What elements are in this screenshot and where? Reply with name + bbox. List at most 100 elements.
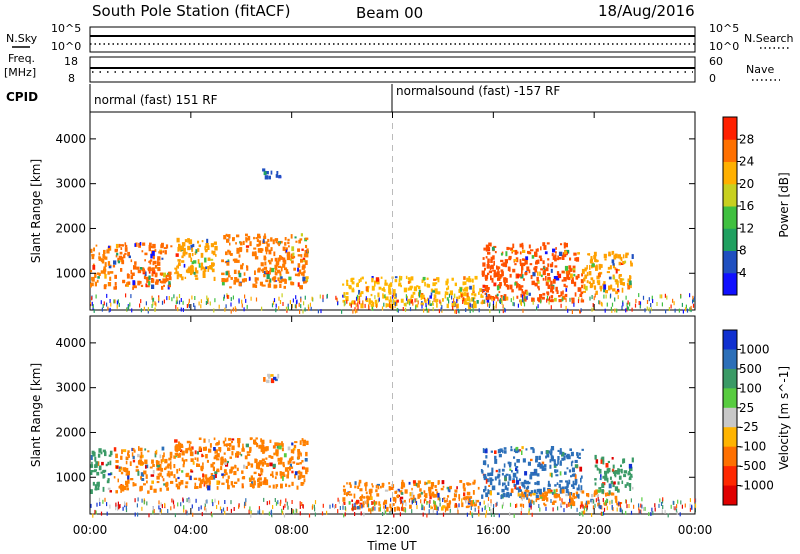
velocity-echo-cell: [209, 443, 212, 448]
power-clutter-cell: [693, 298, 695, 302]
power-clutter-cell: [481, 300, 483, 305]
time-tick-label: 04:00: [174, 523, 209, 537]
power-echo-cell: [136, 266, 140, 270]
velocity-echo-cell: [386, 506, 389, 512]
power-echo-cell: [263, 266, 268, 270]
power-echo-cell: [297, 248, 300, 252]
power-clutter-cell: [406, 296, 408, 301]
velocity-echo-cell: [466, 491, 471, 496]
velocity-echo-cell: [284, 467, 289, 472]
velocity-clutter-cell: [408, 498, 411, 503]
velocity-clutter-cell: [426, 500, 428, 505]
power-echo-cell: [191, 261, 194, 265]
power-echo-cell: [350, 278, 354, 283]
power-echo-cell: [211, 262, 215, 267]
velocity-echo-cell: [255, 437, 258, 440]
power-echo-cell: [283, 285, 286, 289]
velocity-echo-cell: [116, 465, 119, 469]
velocity-echo-cell: [218, 440, 220, 444]
velocity-echo-cell: [264, 479, 269, 484]
power-clutter-cell: [565, 298, 567, 303]
velocity-echo-cell: [504, 485, 507, 490]
power-clutter-cell: [493, 305, 495, 310]
power-echo-cell: [380, 276, 383, 279]
velocity-echo-cell: [411, 491, 414, 497]
velocity-echo-cell: [381, 482, 385, 488]
power-echo-cell: [555, 286, 558, 292]
power-colorbar-tick-label: 12: [739, 221, 754, 235]
velocity-clutter-cell: [689, 498, 691, 503]
velocity-echo-cell: [629, 486, 632, 491]
velocity-clutter-cell: [520, 507, 523, 512]
power-echo-cell: [284, 279, 287, 284]
velocity-clutter-cell: [689, 503, 691, 508]
power-echo-cell: [297, 282, 300, 287]
power-clutter-cell: [281, 293, 283, 298]
velocity-echo-cell: [149, 466, 153, 469]
velocity-echo-cell: [553, 460, 556, 463]
power-colorbar-label: Power [dB]: [777, 172, 791, 237]
velocity-clutter-cell: [611, 499, 613, 504]
power-echo-cell: [284, 242, 287, 246]
velocity-echo-cell: [551, 491, 555, 495]
velocity-echo-cell: [287, 460, 290, 465]
velocity-clutter-cell: [625, 510, 627, 515]
velocity-clutter-cell: [371, 501, 373, 505]
velocity-echo-cell: [413, 494, 415, 499]
velocity-clutter-cell: [177, 502, 179, 507]
power-clutter-cell: [548, 300, 550, 305]
power-colorbar-segment: [723, 272, 737, 296]
velocity-echo-cell: [120, 466, 123, 469]
velocity-echo-cell: [442, 485, 445, 488]
power-echo-cell: [534, 268, 538, 273]
velocity-clutter-cell: [677, 499, 679, 504]
power-echo-cell: [90, 282, 94, 287]
power-echo-cell: [603, 284, 607, 290]
power-echo-cell: [575, 275, 578, 280]
power-echo-cell: [115, 254, 118, 258]
power-clutter-cell: [674, 308, 676, 313]
velocity-clutter-cell: [287, 505, 289, 510]
power-clutter-cell: [405, 294, 407, 299]
velocity-echo-cell: [448, 503, 451, 509]
velocity-echo-cell: [98, 465, 102, 471]
velocity-echo-cell: [484, 474, 487, 479]
power-echo-cell: [471, 293, 474, 296]
velocity-clutter-cell: [483, 500, 485, 505]
power-echo-cell: [568, 265, 572, 269]
velocity-echo-cell: [559, 489, 563, 494]
power-echo-cell: [610, 284, 613, 290]
velocity-echo-cell: [533, 472, 538, 476]
power-echo-cell: [262, 168, 266, 172]
velocity-echo-cell: [213, 456, 218, 460]
velocity-clutter-cell: [92, 513, 94, 518]
velocity-echo-cell: [196, 463, 199, 467]
velocity-echo-cell: [95, 487, 98, 491]
velocity-clutter-cell: [195, 498, 197, 503]
velocity-echo-cell: [287, 470, 290, 475]
velocity-colorbar-segment: [723, 446, 737, 467]
power-echo-cell: [551, 253, 554, 257]
power-echo-cell: [125, 284, 127, 287]
velocity-colorbar-segment: [723, 388, 737, 409]
power-echo-cell: [418, 289, 421, 295]
power-echo-cell: [127, 281, 131, 285]
velocity-echo-cell: [265, 446, 268, 450]
velocity-echo-cell: [569, 495, 572, 501]
velocity-echo-cell: [565, 489, 569, 493]
power-clutter-cell: [154, 301, 156, 306]
power-echo-cell: [493, 260, 495, 266]
velocity-echo-cell: [273, 452, 277, 456]
power-echo-cell: [268, 260, 271, 263]
velocity-echo-cell: [570, 475, 573, 478]
velocity-echo-cell: [473, 479, 476, 484]
power-echo-cell: [491, 296, 495, 299]
velocity-echo-cell: [418, 493, 422, 498]
velocity-clutter-cell: [299, 504, 301, 509]
power-echo-cell: [205, 266, 208, 269]
velocity-echo-cell: [411, 487, 413, 491]
velocity-echo-cell: [369, 496, 373, 500]
velocity-echo-cell: [437, 492, 440, 498]
velocity-echo-cell: [384, 499, 388, 505]
velocity-clutter-cell: [432, 508, 434, 513]
